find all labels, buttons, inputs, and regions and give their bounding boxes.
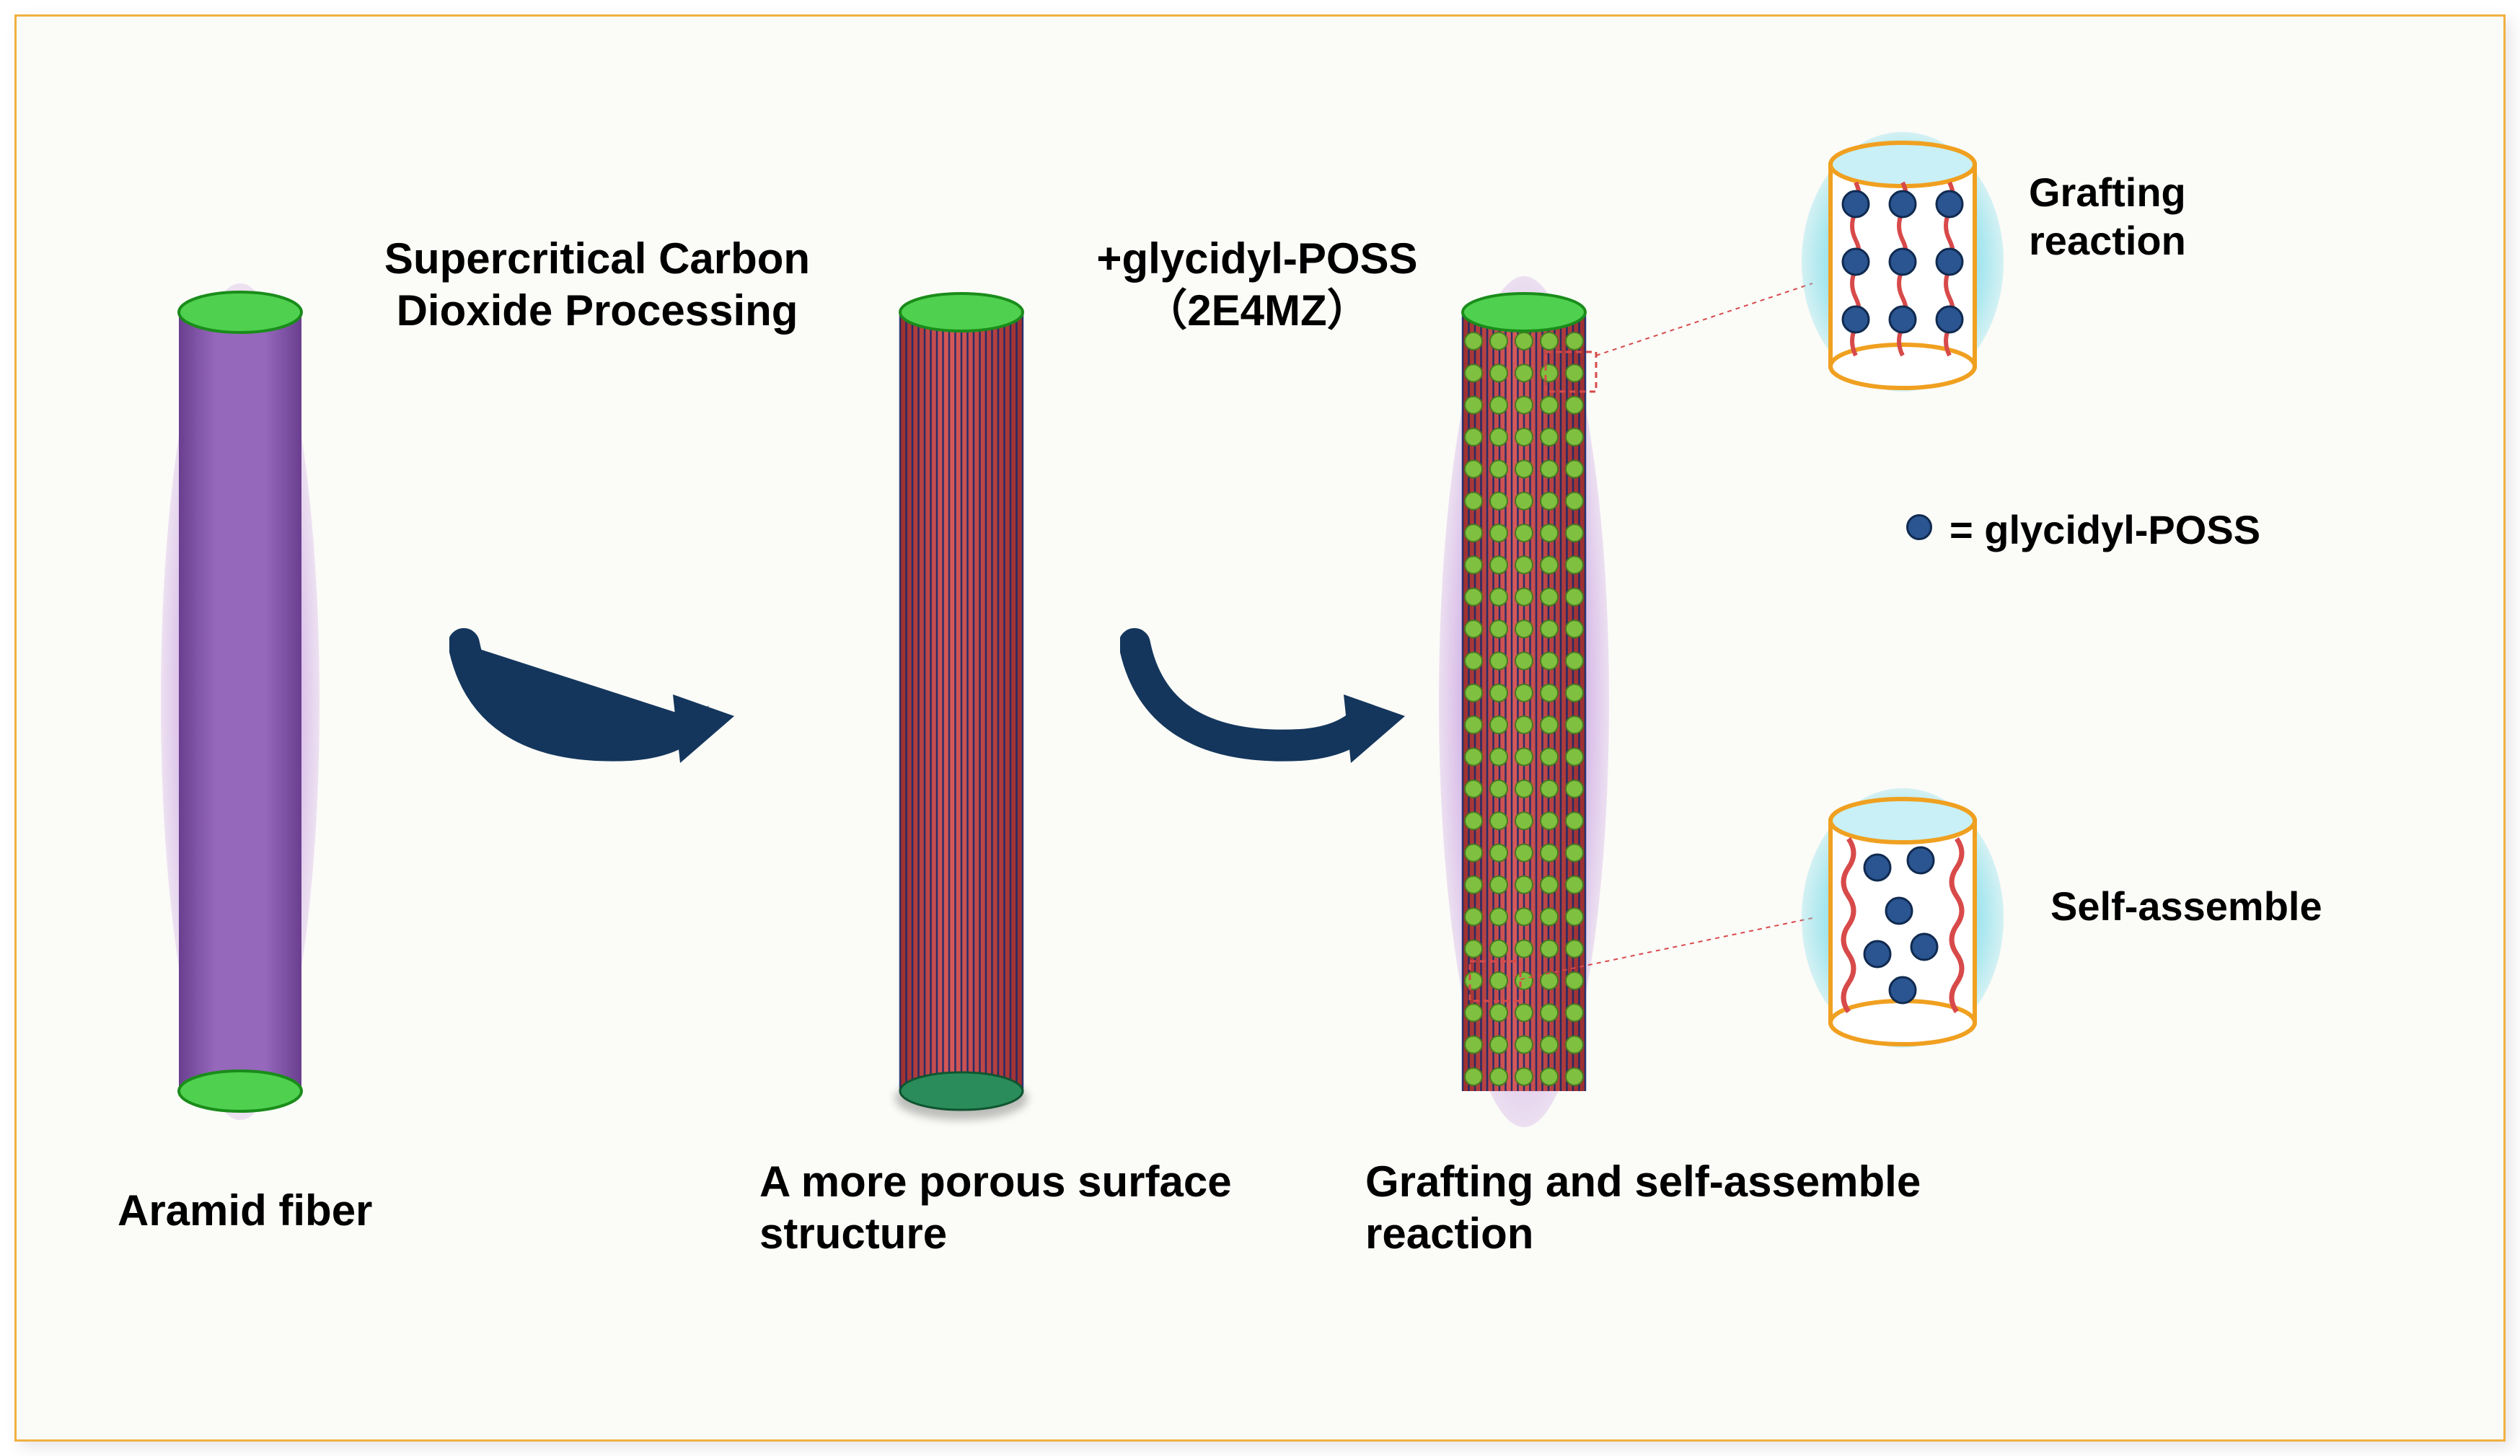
process-2-text-1: +glycidyl-POSS xyxy=(1096,234,1417,283)
arrow-2 xyxy=(1120,615,1409,774)
process-label-1: Supercritical Carbon Dioxide Processing xyxy=(363,233,832,337)
diagram-frame: Supercritical Carbon Dioxide Processing … xyxy=(14,14,2506,1442)
arrow-1 xyxy=(449,615,738,774)
fiber-2-porous xyxy=(882,269,1041,1134)
detail-bottom-label: Self-assemble xyxy=(2050,882,2411,930)
detail-cylinder-selfassemble xyxy=(1798,781,2007,1055)
process-1-text: Supercritical Carbon Dioxide Processing xyxy=(384,234,810,335)
legend-dot xyxy=(1906,514,1932,540)
detail-top-label: Grafting reaction xyxy=(2029,168,2332,265)
process-2-text-2: （2E4MZ） xyxy=(1144,286,1370,335)
fiber1-caption: Aramid fiber xyxy=(118,1185,420,1237)
fiber2-caption: A more porous surface structure xyxy=(759,1156,1293,1260)
fiber-3-grafted xyxy=(1437,269,1611,1134)
fiber3-caption: Grafting and self-assemble reaction xyxy=(1365,1156,2014,1260)
fiber-1-aramid xyxy=(161,269,320,1134)
legend-text: = glycidyl-POSS xyxy=(1950,506,2260,554)
detail-cylinder-grafting xyxy=(1798,125,2007,399)
process-label-2: +glycidyl-POSS （2E4MZ） xyxy=(1055,233,1459,337)
